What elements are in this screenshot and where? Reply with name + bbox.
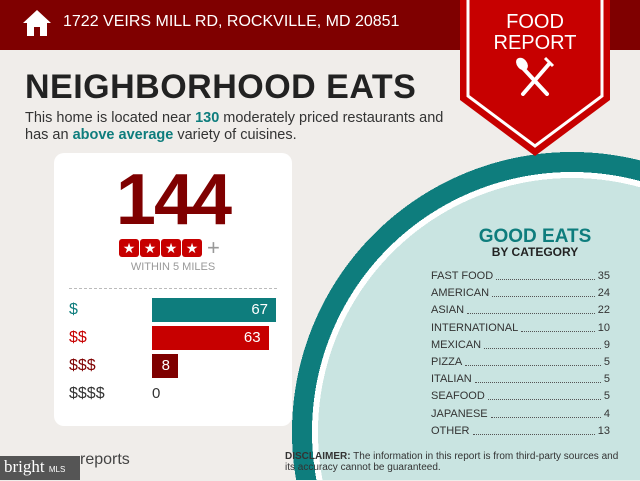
star-icon: ★ <box>161 239 181 257</box>
category-name: ASIAN <box>431 304 465 317</box>
good-eats-title: GOOD EATS <box>478 226 592 247</box>
leader-dots <box>496 268 595 280</box>
category-name: OTHER <box>431 424 470 437</box>
leader-dots <box>521 320 595 332</box>
leader-dots <box>465 354 601 366</box>
category-count: 4 <box>603 407 610 420</box>
category-row: FAST FOOD 35 <box>431 268 610 285</box>
good-eats-subtitle: BY CATEGORY <box>491 245 579 259</box>
category-count: 35 <box>597 270 610 282</box>
price-tier-bar: 8 <box>152 354 178 378</box>
star-icon: ★ <box>182 239 202 257</box>
category-name: INTERNATIONAL <box>431 321 519 334</box>
price-tier-bar: 67 <box>152 298 276 322</box>
category-count: 9 <box>603 338 610 351</box>
category-count: 10 <box>597 321 610 334</box>
disclaimer: DISCLAIMER: The information in this repo… <box>285 451 619 473</box>
star-icon: ★ <box>119 239 139 257</box>
price-tier-bar: 63 <box>152 326 269 350</box>
home-icon <box>23 10 51 36</box>
category-name: AMERICAN <box>431 287 490 300</box>
category-row: SEAFOOD 5 <box>431 388 610 405</box>
category-name: PIZZA <box>431 356 463 368</box>
rating-suffix: + <box>207 235 220 260</box>
price-tier-label: $ <box>69 301 78 318</box>
page-title: NEIGHBORHOOD EATS <box>25 68 417 106</box>
category-name: ITALIAN <box>431 373 472 386</box>
category-count: 13 <box>597 424 610 437</box>
good-eats-panel <box>292 152 640 480</box>
price-tier-bar: 0 <box>152 385 161 402</box>
total-restaurants: 144 <box>115 160 232 240</box>
price-tier-label: $$$$ <box>69 385 105 402</box>
category-name: MEXICAN <box>431 338 482 351</box>
category-row: INTERNATIONAL 10 <box>431 320 610 337</box>
reports-logo: reports <box>80 451 130 468</box>
category-row: JAPANESE 4 <box>431 406 610 423</box>
radius-label: WITHIN 5 MILES <box>130 261 216 273</box>
category-name: JAPANESE <box>431 407 488 420</box>
leader-dots <box>487 388 601 401</box>
category-name: FAST FOOD <box>431 270 494 282</box>
category-row: OTHER 13 <box>431 423 610 440</box>
leader-dots <box>474 371 601 384</box>
category-row: ITALIAN 5 <box>431 371 610 388</box>
price-tier-label: $$ <box>69 329 87 346</box>
address: 1722 VEIRS MILL RD, ROCKVILLE, MD 20851 <box>63 13 400 30</box>
utensils-icon <box>516 56 555 96</box>
leader-dots <box>472 423 595 435</box>
category-row: MEXICAN 9 <box>431 337 610 354</box>
category-row: ASIAN 22 <box>431 302 610 319</box>
category-count: 5 <box>603 390 610 403</box>
leader-dots <box>492 285 595 298</box>
star-icon: ★ <box>140 239 160 257</box>
restaurant-count-card: 144 ★ ★ ★ ★ + WITHIN 5 MILES $67 $$ 63 $$$ 8 $$$$… <box>54 153 292 426</box>
bright-mls-watermark: bright MLS <box>0 456 80 480</box>
leader-dots <box>490 406 601 418</box>
leader-dots <box>467 302 595 315</box>
category-count: 5 <box>603 373 610 386</box>
rating-stars: ★ ★ ★ ★ + <box>119 235 220 261</box>
leader-dots <box>484 337 601 349</box>
category-count: 5 <box>603 356 610 368</box>
badge-text: FOOD REPORT <box>493 11 577 54</box>
category-name: SEAFOOD <box>431 390 485 403</box>
category-row: AMERICAN 24 <box>431 285 610 302</box>
price-tier-label: $$$ <box>69 357 96 374</box>
category-row: PIZZA 5 <box>431 354 610 371</box>
divider <box>69 288 277 289</box>
summary-text: This home is located near 130 moderately… <box>25 110 444 143</box>
category-count: 22 <box>597 304 610 317</box>
category-count: 24 <box>597 287 610 300</box>
